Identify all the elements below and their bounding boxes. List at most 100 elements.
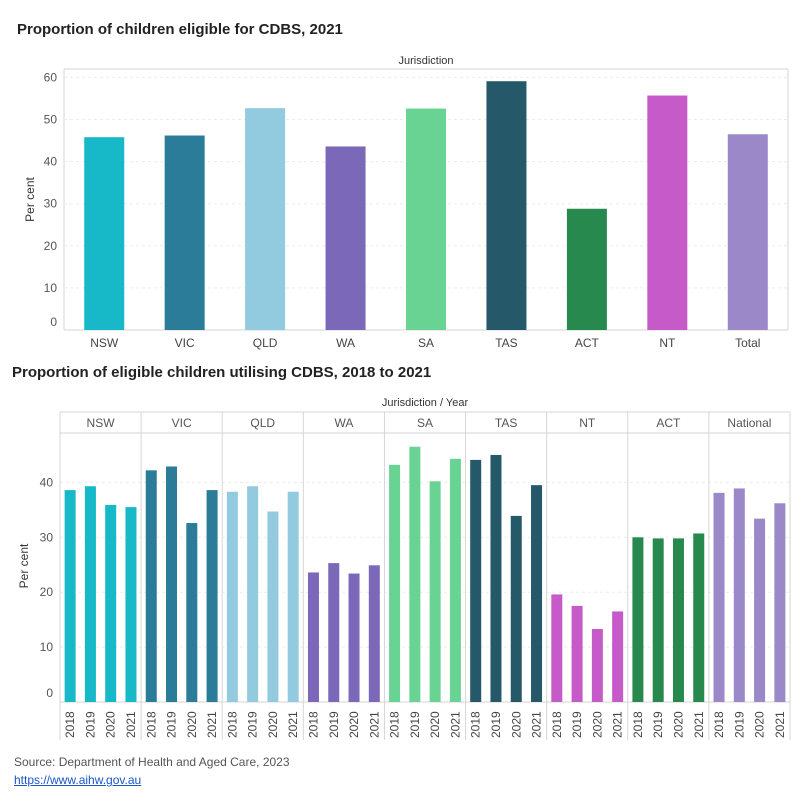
chart2-year-label: 2020 <box>104 711 118 738</box>
chart1-x-tick-label: TAS <box>495 336 517 350</box>
chart1-x-tick-label: VIC <box>175 336 195 350</box>
chart2-bar <box>247 486 259 702</box>
chart1-x-tick-label: NSW <box>90 336 119 350</box>
chart2-bar <box>652 538 664 702</box>
chart1-y-tick-label: 0 <box>50 315 57 329</box>
chart2-bar <box>754 518 766 702</box>
chart2-year-label: 2018 <box>469 711 483 738</box>
chart1-bar <box>727 134 768 330</box>
chart1-x-tick-label: Total <box>735 336 760 350</box>
chart2-year-label: 2019 <box>165 711 179 738</box>
chart1-y-tick-label: 20 <box>44 239 58 253</box>
chart2-bar <box>733 488 745 702</box>
chart2-bar <box>429 481 441 702</box>
chart2-y-axis-label: Per cent <box>17 543 31 588</box>
chart2-year-label: 2019 <box>83 711 97 738</box>
chart2-y-tick-label: 10 <box>40 640 54 654</box>
source-note: Source: Department of Health and Aged Ca… <box>14 755 290 769</box>
chart2-bar <box>409 446 421 702</box>
chart2-year-label: 2021 <box>286 711 300 738</box>
chart2-bar <box>84 486 96 702</box>
chart2-year-label: 2018 <box>63 711 77 738</box>
chart2-year-label: 2018 <box>631 711 645 738</box>
chart2-year-label: 2019 <box>327 711 341 738</box>
chart2-year-label: 2018 <box>550 711 564 738</box>
chart2-bar <box>713 492 725 702</box>
chart2-year-label: 2020 <box>266 711 280 738</box>
chart2-bar <box>267 511 279 702</box>
chart2-bar <box>105 504 117 702</box>
chart2-y-tick-label: 20 <box>40 585 54 599</box>
chart2-bar <box>389 464 401 702</box>
chart2-y-tick-label: 30 <box>40 530 54 544</box>
chart1-x-tick-label: WA <box>336 336 355 350</box>
chart2-bar <box>186 523 198 702</box>
chart2-year-label: 2018 <box>712 711 726 738</box>
chart2-year-label: 2020 <box>347 711 361 738</box>
chart2-year-label: 2020 <box>753 711 767 738</box>
chart2-bar <box>571 605 583 702</box>
chart2-year-label: 2020 <box>671 711 685 738</box>
chart2-bar <box>368 565 380 702</box>
chart2-y-tick-label: 40 <box>40 475 54 489</box>
chart2-year-label: 2019 <box>570 711 584 738</box>
chart2-year-label: 2021 <box>611 711 625 738</box>
chart2-year-label: 2019 <box>489 711 503 738</box>
chart2-group-label: VIC <box>172 416 192 430</box>
chart1-x-tick-label: ACT <box>575 336 600 350</box>
chart2-group-label: WA <box>334 416 353 430</box>
chart1-bar <box>486 81 527 330</box>
chart2-year-label: 2020 <box>509 711 523 738</box>
chart1-bar <box>164 135 205 330</box>
chart2-bar <box>510 515 522 702</box>
chart2-year-label: 2018 <box>388 711 402 738</box>
chart2-bar <box>125 507 137 702</box>
chart2-year-label: 2021 <box>124 711 138 738</box>
chart2-y-tick-label: 0 <box>46 686 53 700</box>
chart2-bar <box>470 459 482 702</box>
chart2-bar <box>531 485 543 702</box>
chart1-y-tick-label: 10 <box>44 281 58 295</box>
chart2-year-label: 2019 <box>246 711 260 738</box>
chart1-y-tick-label: 60 <box>44 70 58 84</box>
chart1-bar <box>325 146 366 330</box>
chart1-header: Jurisdiction <box>398 55 453 67</box>
chart2-bar <box>287 491 299 702</box>
chart2-group-label: NSW <box>87 416 116 430</box>
chart2-bar <box>551 594 563 702</box>
chart1-x-tick-label: QLD <box>253 336 278 350</box>
source-link[interactable]: https://www.aihw.gov.au <box>14 773 142 787</box>
chart1-y-tick-label: 40 <box>44 155 58 169</box>
chart2-year-label: 2018 <box>225 711 239 738</box>
chart2-bar <box>774 503 786 702</box>
chart2-year-label: 2020 <box>428 711 442 738</box>
chart1-bar <box>647 95 688 330</box>
chart1-y-tick-label: 30 <box>44 197 58 211</box>
chart2-year-label: 2021 <box>530 711 544 738</box>
chart2-bar <box>693 533 705 702</box>
chart2-bar <box>672 538 684 702</box>
chart2-bar <box>206 490 218 702</box>
chart2-bar <box>591 628 603 702</box>
chart2-group-label: QLD <box>250 416 275 430</box>
chart2-group-label: National <box>727 416 771 430</box>
chart2-header: Jurisdiction / Year <box>382 397 469 409</box>
chart2-year-label: 2019 <box>732 711 746 738</box>
chart1-y-axis-label: Per cent <box>23 176 37 221</box>
chart2-bar <box>328 563 340 702</box>
chart2-bar <box>307 572 319 702</box>
chart2-year-label: 2018 <box>144 711 158 738</box>
chart1-title: Proportion of children eligible for CDBS… <box>17 21 343 38</box>
chart1-bar <box>566 208 607 330</box>
chart2-year-label: 2021 <box>692 711 706 738</box>
chart2-group-label: ACT <box>656 416 681 430</box>
chart2-bar <box>612 611 624 702</box>
chart2-group-label: NT <box>579 416 596 430</box>
chart2-year-label: 2020 <box>185 711 199 738</box>
chart1-y-tick-label: 50 <box>44 113 58 127</box>
chart2-year-label: 2020 <box>590 711 604 738</box>
chart2-bar <box>226 491 238 702</box>
chart2-bar <box>632 537 644 702</box>
chart2-year-label: 2021 <box>448 711 462 738</box>
